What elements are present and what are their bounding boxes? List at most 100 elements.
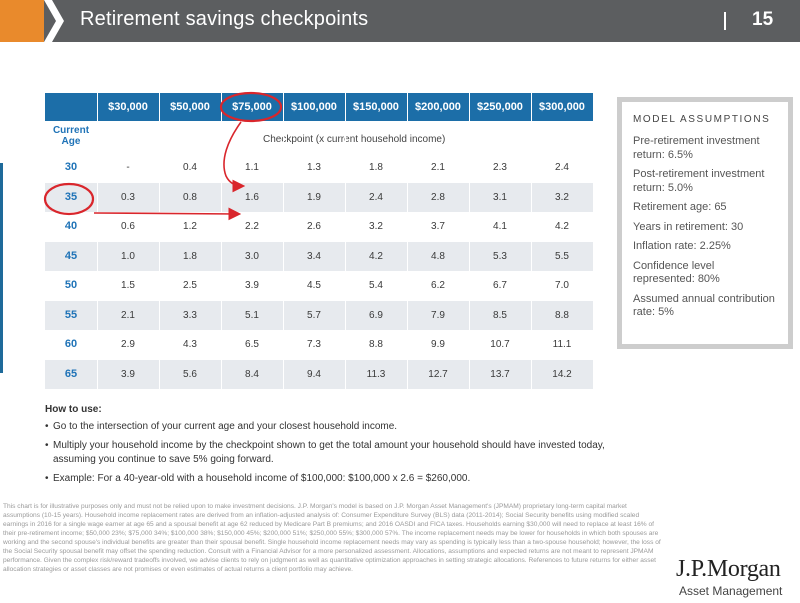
checkpoint-cell: 1.9 — [307, 191, 321, 203]
checkpoint-cell: 6.9 — [369, 309, 383, 321]
column-divider — [221, 93, 222, 389]
income-header: $50,000 — [170, 101, 210, 113]
page-number: 15 — [752, 9, 774, 30]
checkpoint-cell: 0.8 — [183, 191, 197, 203]
checkpoint-cell: 1.2 — [183, 221, 197, 232]
income-header-row — [45, 93, 593, 121]
checkpoint-cell: 10.7 — [490, 339, 510, 350]
checkpoint-cell: 3.9 — [245, 280, 259, 291]
checkpoint-cell: 5.4 — [369, 280, 383, 291]
checkpoint-cell: 1.8 — [183, 250, 197, 262]
header-accent — [0, 0, 44, 42]
how-to-step: Go to the intersection of your current a… — [45, 420, 615, 434]
income-header: $30,000 — [108, 101, 148, 113]
checkpoint-cell: 4.2 — [369, 250, 383, 262]
checkpoint-cell: 0.4 — [183, 162, 197, 173]
column-divider — [469, 93, 470, 389]
checkpoint-cell: 3.0 — [245, 250, 259, 262]
jpmorgan-logo: J.P.Morgan — [676, 556, 781, 582]
checkpoint-cell: 2.2 — [245, 221, 259, 232]
checkpoint-cell: 3.2 — [369, 221, 383, 232]
header-chevron-icon — [44, 0, 66, 42]
checkpoint-cell: 6.7 — [493, 280, 507, 291]
checkpoint-cell: 5.5 — [555, 250, 569, 262]
checkpoint-cell: 0.6 — [121, 221, 135, 232]
table-subheader — [45, 121, 593, 153]
checkpoint-label: Checkpoint (x current household income) — [263, 134, 446, 145]
table-row: 45 1.0 1.8 3.0 3.4 4.2 4.8 5.3 5.5 — [45, 241, 593, 271]
checkpoint-cell: 3.7 — [431, 221, 445, 232]
table-row: 55 2.1 3.3 5.1 5.7 6.9 7.9 8.5 8.8 — [45, 300, 593, 330]
checkpoint-cell: 7.9 — [431, 309, 445, 321]
checkpoint-table: Current Age Checkpoint (x current househ… — [45, 93, 594, 389]
checkpoint-cell: 5.3 — [493, 250, 507, 262]
page-title: Retirement savings checkpoints — [80, 8, 369, 30]
checkpoint-cell: 1.8 — [369, 162, 383, 173]
age-cell: 60 — [64, 338, 78, 350]
column-divider — [283, 93, 284, 389]
table-row: 30 - 0.4 1.1 1.3 1.8 2.1 2.3 2.4 — [45, 153, 593, 183]
assumption-item: Post-retirement investment return: 5.0% — [633, 168, 765, 194]
checkpoint-cell: 2.8 — [431, 191, 445, 203]
checkpoint-cell: 4.1 — [493, 221, 507, 232]
column-divider — [345, 93, 346, 389]
left-edge-rule — [0, 163, 3, 373]
age-cell: 65 — [64, 367, 78, 380]
how-to-use: How to use: Go to the intersection of yo… — [45, 404, 615, 491]
current-age-header: Current Age — [52, 125, 90, 147]
table-row: 65 3.9 5.6 8.4 9.4 11.3 12.7 13.7 14.2 — [45, 359, 593, 389]
checkpoint-cell: 4.5 — [307, 280, 321, 291]
age-cell: 45 — [64, 249, 78, 262]
checkpoint-cell: 8.4 — [245, 368, 259, 380]
checkpoint-cell: 2.4 — [369, 191, 383, 203]
checkpoint-cell: 7.0 — [555, 280, 569, 291]
income-header: $250,000 — [477, 101, 523, 113]
assumption-item: Retirement age: 65 — [633, 201, 727, 213]
checkpoint-cell: 2.6 — [307, 221, 321, 232]
how-to-step: Multiply your household income by the ch… — [45, 439, 615, 467]
table-row: 50 1.5 2.5 3.9 4.5 5.4 6.2 6.7 7.0 — [45, 271, 593, 301]
assumption-item: Inflation rate: 2.25% — [633, 240, 731, 252]
assumption-item: Pre-retirement investment return: 6.5% — [633, 135, 760, 161]
checkpoint-cell: 6.5 — [245, 339, 259, 350]
checkpoint-cell: 2.3 — [493, 162, 507, 173]
income-header: $75,000 — [232, 101, 272, 113]
checkpoint-cell: 4.2 — [555, 221, 569, 232]
column-divider — [159, 93, 160, 389]
logo-subtitle: Asset Management — [679, 584, 783, 598]
checkpoint-cell: 1.1 — [245, 162, 259, 173]
column-divider — [531, 93, 532, 389]
age-cell: 55 — [64, 308, 78, 321]
checkpoint-cell: 1.3 — [307, 162, 321, 173]
checkpoint-cell: 3.1 — [493, 191, 507, 203]
income-header: $300,000 — [539, 101, 585, 113]
column-divider — [97, 93, 98, 389]
checkpoint-cell: 8.5 — [493, 309, 507, 321]
checkpoint-cell: 2.9 — [121, 339, 135, 350]
checkpoint-cell: 8.8 — [369, 339, 383, 350]
how-to-use-title: How to use: — [45, 404, 102, 415]
model-assumptions-box: MODEL ASSUMPTIONS Pre-retirement investm… — [617, 97, 793, 349]
checkpoint-cell: 5.6 — [183, 368, 197, 380]
checkpoint-cell: 3.2 — [555, 191, 569, 203]
current-age-header-text: Current Age — [52, 125, 90, 147]
column-divider — [407, 93, 408, 389]
checkpoint-cell: 12.7 — [428, 368, 448, 380]
checkpoint-cell: 0.3 — [121, 191, 135, 203]
checkpoint-cell: 2.5 — [183, 280, 197, 291]
checkpoint-cell: 1.6 — [245, 191, 259, 203]
checkpoint-cell: 3.4 — [307, 250, 321, 262]
checkpoint-cell: 4.8 — [431, 250, 445, 262]
table-row: 35 0.3 0.8 1.6 1.9 2.4 2.8 3.1 3.2 — [45, 182, 593, 212]
age-cell: 40 — [64, 220, 78, 232]
checkpoint-cell: 2.1 — [431, 162, 445, 173]
checkpoint-cell: 4.3 — [183, 339, 197, 350]
checkpoint-cell: 3.3 — [183, 309, 197, 321]
checkpoint-cell: 13.7 — [490, 368, 510, 380]
how-to-step: Example: For a 40-year-old with a househ… — [45, 472, 615, 486]
checkpoint-cell: 8.8 — [555, 309, 569, 321]
header-bar: Retirement savings checkpoints 15 — [0, 0, 800, 42]
checkpoint-cell: 2.4 — [555, 162, 569, 173]
checkpoint-cell: 3.9 — [121, 368, 135, 380]
table-row: 60 2.9 4.3 6.5 7.3 8.8 9.9 10.7 11.1 — [45, 330, 593, 360]
